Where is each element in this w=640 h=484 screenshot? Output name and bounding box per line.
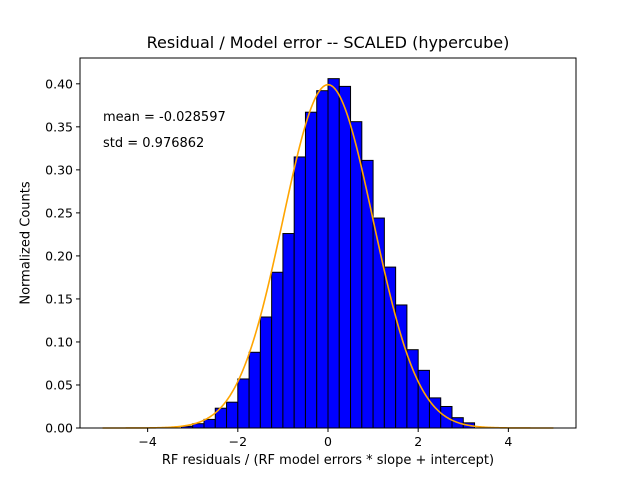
- histogram-bars: [181, 79, 474, 428]
- chart-title: Residual / Model error -- SCALED (hyperc…: [80, 33, 576, 52]
- y-axis-ticks: 0.00 0.05 0.10 0.15 0.20 0.25 0.30 0.35 0.40: [45, 76, 80, 435]
- histogram-bar: [227, 402, 238, 428]
- histogram-bar: [339, 86, 350, 428]
- histogram-bar: [238, 379, 249, 428]
- std-annotation: std = 0.976862: [103, 136, 204, 151]
- x-tick-label: −4: [138, 434, 156, 449]
- x-tick-label: 4: [504, 434, 512, 449]
- histogram-bar: [305, 112, 316, 428]
- x-axis-label: RF residuals / (RF model errors * slope …: [80, 453, 576, 468]
- y-tick-label: 0.30: [45, 162, 73, 177]
- histogram-bar: [328, 79, 339, 428]
- histogram-bar: [351, 122, 362, 428]
- histogram-bar: [260, 317, 271, 428]
- y-tick-label: 0.15: [45, 291, 73, 306]
- y-tick-label: 0.10: [45, 334, 73, 349]
- y-tick-label: 0.25: [45, 205, 73, 220]
- x-axis-ticks: −4 −2 0 2 4: [138, 428, 512, 449]
- y-tick-label: 0.40: [45, 76, 73, 91]
- x-tick-label: −2: [229, 434, 247, 449]
- histogram-bar: [384, 267, 395, 428]
- histogram-bar: [373, 218, 384, 428]
- histogram-bar: [283, 234, 294, 428]
- histogram-bar: [204, 419, 215, 428]
- histogram-bar: [407, 350, 418, 428]
- histogram-bar: [249, 352, 260, 428]
- mean-annotation: mean = -0.028597: [103, 110, 226, 125]
- x-tick-label: 0: [324, 434, 332, 449]
- histogram-bar: [272, 272, 283, 428]
- y-tick-label: 0.00: [45, 421, 73, 436]
- y-tick-label: 0.05: [45, 377, 73, 392]
- histogram-bar: [362, 160, 373, 428]
- y-axis-label: Normalized Counts: [19, 181, 34, 304]
- histogram-bar: [294, 157, 305, 428]
- y-tick-label: 0.20: [45, 248, 73, 263]
- y-tick-label: 0.35: [45, 119, 73, 134]
- histogram-bar: [317, 91, 328, 428]
- x-tick-label: 2: [414, 434, 422, 449]
